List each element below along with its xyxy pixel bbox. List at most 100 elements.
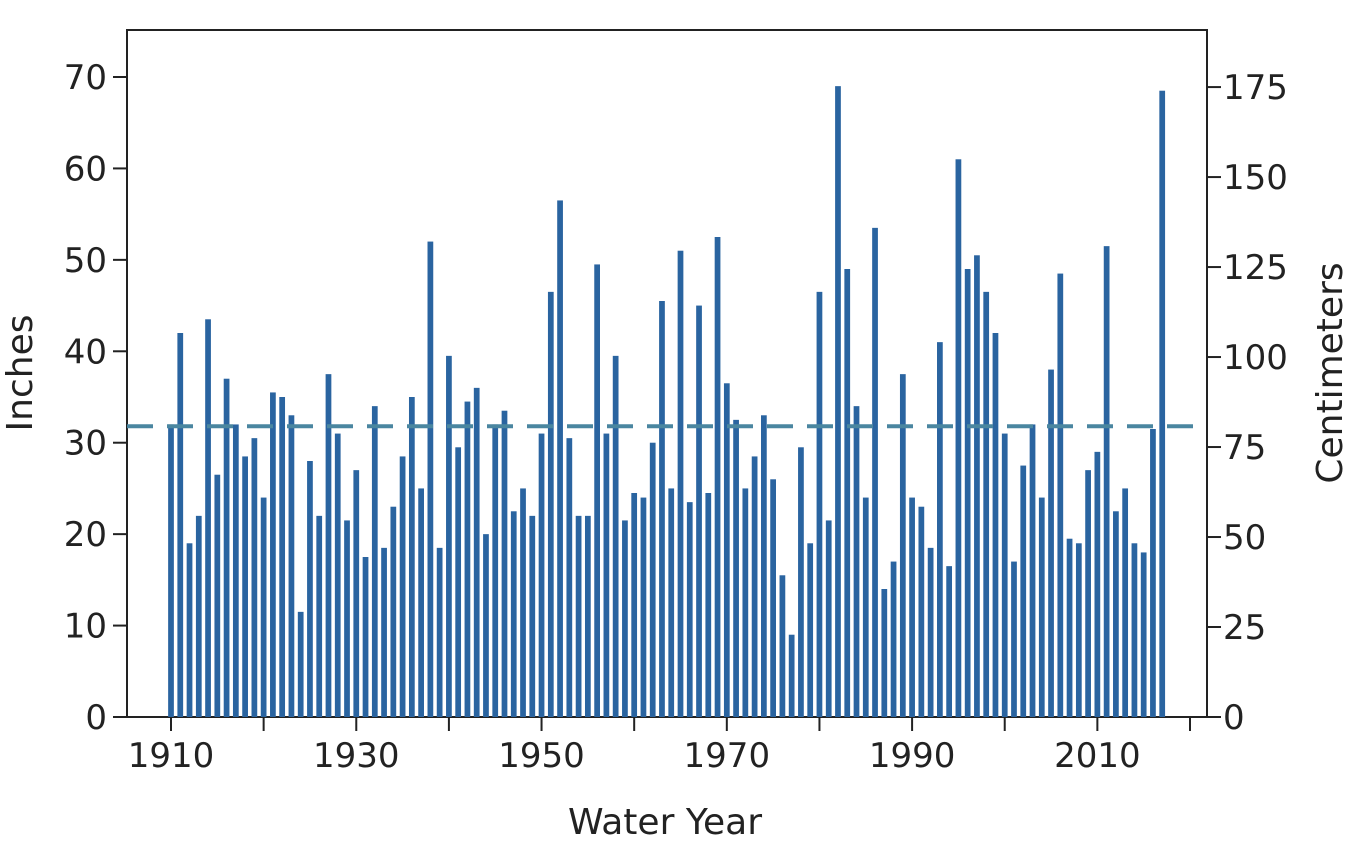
bar-1911 xyxy=(177,333,184,717)
bar-1956 xyxy=(594,264,600,717)
bar-1931 xyxy=(362,557,369,717)
bar-1933 xyxy=(381,547,387,717)
bar-1937 xyxy=(418,488,424,717)
y2-tick-label-100: 100 xyxy=(1223,338,1288,378)
bar-2009 xyxy=(1085,470,1091,717)
y2-tick-label-0: 0 xyxy=(1223,698,1245,738)
bar-1970 xyxy=(723,383,730,717)
bar-2012 xyxy=(1113,511,1119,717)
bar-1995 xyxy=(955,159,962,718)
bar-1946 xyxy=(501,410,508,717)
bar-1940 xyxy=(446,355,452,717)
bar-1913 xyxy=(195,515,202,717)
y-axis-title-left: Inches xyxy=(0,315,41,432)
bar-1948 xyxy=(520,488,526,717)
bar-1974 xyxy=(761,415,767,717)
bar-1986 xyxy=(872,227,878,718)
y-tick-label-70: 70 xyxy=(64,58,107,98)
bar-1941 xyxy=(455,447,462,717)
bar-1920 xyxy=(260,497,267,717)
bar-2017 xyxy=(1159,90,1166,717)
bar-1930 xyxy=(353,470,360,717)
bar-1990 xyxy=(909,497,915,717)
y-tick-label-20: 20 xyxy=(64,515,107,555)
bar-2013 xyxy=(1122,488,1129,717)
y-tick-label-60: 60 xyxy=(64,149,107,189)
bar-1991 xyxy=(918,506,925,717)
bar-1919 xyxy=(251,438,258,717)
bar-2002 xyxy=(1020,465,1027,717)
bar-2007 xyxy=(1066,538,1073,717)
y-axis-title-right: Centimeters xyxy=(1310,262,1350,483)
bar-1910 xyxy=(168,424,174,717)
bar-1992 xyxy=(927,547,934,717)
bar-2003 xyxy=(1029,424,1036,717)
bar-1985 xyxy=(862,497,869,717)
bar-1918 xyxy=(242,456,248,717)
bar-1921 xyxy=(270,392,276,717)
x-tick-label-1910: 1910 xyxy=(128,736,215,776)
bar-1973 xyxy=(751,456,758,717)
bar-1958 xyxy=(612,355,619,717)
bar-1953 xyxy=(566,438,573,717)
bar-1950 xyxy=(538,433,545,717)
bar-2016 xyxy=(1150,429,1156,717)
bar-2015 xyxy=(1140,552,1147,717)
bar-1997 xyxy=(974,255,980,718)
bar-1915 xyxy=(214,474,221,717)
bar-1971 xyxy=(733,419,739,717)
bar-1998 xyxy=(983,291,990,717)
bar-1922 xyxy=(279,397,286,717)
bar-2008 xyxy=(1075,543,1082,717)
bar-1978 xyxy=(798,447,804,717)
bar-1994 xyxy=(946,566,953,717)
y-tick-label-40: 40 xyxy=(64,332,107,372)
bar-1951 xyxy=(547,291,554,717)
bar-1993 xyxy=(937,342,943,717)
bar-1917 xyxy=(232,424,239,717)
bar-2004 xyxy=(1038,497,1045,717)
x-tick-label-2010: 2010 xyxy=(1054,736,1141,776)
bars xyxy=(168,86,1166,718)
bar-1955 xyxy=(584,515,591,717)
bar-1957 xyxy=(603,433,610,717)
bar-2001 xyxy=(1011,561,1017,717)
bar-1996 xyxy=(964,269,971,717)
x-tick-label-1930: 1930 xyxy=(313,736,400,776)
x-tick-label-1970: 1970 xyxy=(684,736,771,776)
bar-1965 xyxy=(677,250,684,717)
x-tick-label-1950: 1950 xyxy=(498,736,585,776)
bar-1952 xyxy=(557,200,563,717)
y-axis-right: 0 25 50 75 100 125 150 175 xyxy=(1207,68,1288,738)
bar-2000 xyxy=(1001,433,1008,717)
bar-1976 xyxy=(779,575,786,717)
bar-1984 xyxy=(853,406,860,717)
bar-1977 xyxy=(788,634,795,717)
bar-1916 xyxy=(223,378,230,717)
bar-1983 xyxy=(844,269,851,717)
bar-1969 xyxy=(714,237,721,717)
y-tick-label-10: 10 xyxy=(64,607,107,647)
bar-1959 xyxy=(622,520,628,717)
bar-1943 xyxy=(473,387,480,717)
bar-1964 xyxy=(668,488,675,717)
y2-tick-label-125: 125 xyxy=(1223,248,1288,288)
x-tick-label-1990: 1990 xyxy=(869,736,956,776)
y2-tick-label-50: 50 xyxy=(1223,518,1266,558)
bar-1968 xyxy=(705,493,712,717)
bar-1980 xyxy=(816,291,823,717)
bar-1975 xyxy=(770,479,776,717)
y-axis-left: 0 10 20 30 40 50 60 70 xyxy=(64,58,127,738)
bar-2010 xyxy=(1094,451,1101,717)
bar-1924 xyxy=(297,611,304,717)
bar-1947 xyxy=(510,511,517,717)
bar-1944 xyxy=(483,534,489,717)
bar-1925 xyxy=(307,461,313,717)
bar-2006 xyxy=(1057,273,1064,717)
bar-1954 xyxy=(575,515,582,717)
y2-tick-label-25: 25 xyxy=(1223,608,1266,648)
bar-1963 xyxy=(659,301,665,717)
bar-1914 xyxy=(205,319,211,717)
bar-1926 xyxy=(316,515,323,717)
bar-1981 xyxy=(825,520,832,717)
